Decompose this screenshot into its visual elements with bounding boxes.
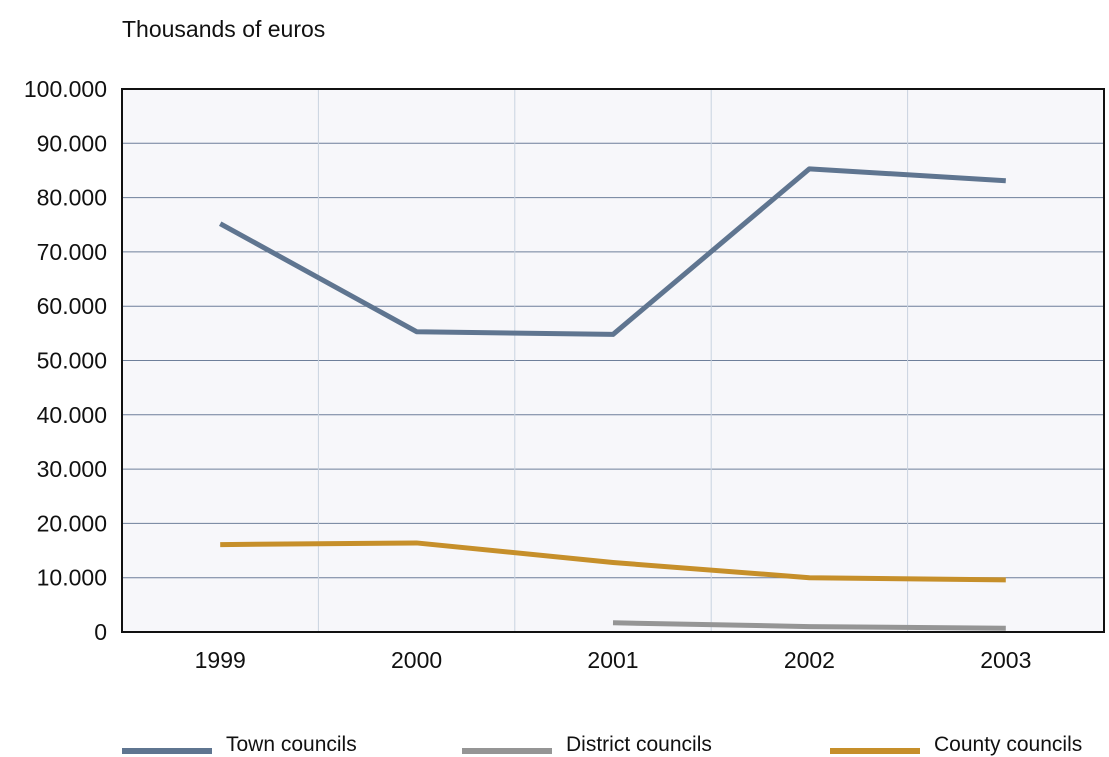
series-line-town-councils	[218, 166, 1006, 337]
series-lines	[218, 166, 1006, 631]
plot-border	[121, 88, 1105, 633]
legend-swatch-town-councils	[122, 747, 212, 754]
y-tick-label: 30.000	[37, 456, 107, 482]
y-axis-unit-label: Thousands of euros	[122, 16, 326, 42]
legend-item-district-councils: District councils	[462, 732, 712, 757]
legend-item-county-councils: County councils	[830, 732, 1082, 757]
y-tick-label: 90.000	[37, 130, 107, 156]
x-tick-label: 2000	[391, 647, 442, 673]
legend-label-town-councils: Town councils	[226, 733, 357, 756]
series-line-district-councils	[612, 620, 1006, 631]
legend-label-district-councils: District councils	[566, 733, 712, 756]
y-tick-label: 70.000	[37, 239, 107, 265]
legend-item-town-councils: Town councils	[122, 732, 357, 757]
x-tick-labels: 1999 2000 2001 2002 2003	[195, 647, 1032, 673]
legend-label-county-councils: County councils	[934, 733, 1083, 756]
legend: Town councils District councils County c…	[0, 732, 1109, 757]
series-line-county-councils	[220, 540, 1006, 583]
x-tick-label: 2002	[784, 647, 835, 673]
y-tick-label: 80.000	[37, 185, 107, 211]
y-tick-label: 0	[94, 619, 107, 645]
x-tick-label: 2001	[587, 647, 638, 673]
y-tick-label: 60.000	[37, 293, 107, 319]
x-tick-label: 1999	[195, 647, 246, 673]
legend-swatch-district-councils	[462, 747, 552, 754]
y-tick-label: 50.000	[37, 348, 107, 374]
line-chart: 0 10.000 20.000 30.000 40.000 50.000 60.000 70.…	[24, 76, 1105, 673]
y-tick-label: 100.000	[24, 76, 107, 102]
x-tick-label: 2003	[980, 647, 1031, 673]
legend-swatch-county-councils	[830, 747, 920, 754]
y-tick-label: 10.000	[37, 565, 107, 591]
y-tick-labels: 0 10.000 20.000 30.000 40.000 50.000 60.000 70.…	[24, 76, 107, 645]
y-tick-label: 40.000	[37, 402, 107, 428]
y-tick-label: 20.000	[37, 510, 107, 536]
